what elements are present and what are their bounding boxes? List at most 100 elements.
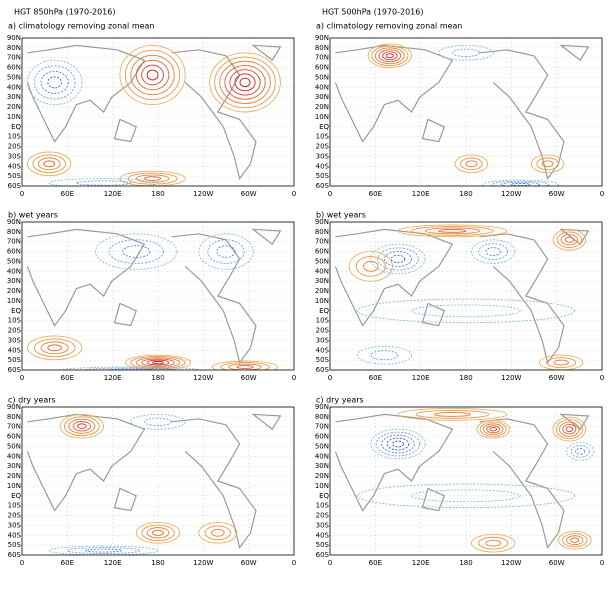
lat-label: 50S	[8, 172, 22, 180]
map-content	[330, 407, 602, 555]
contour	[465, 160, 478, 168]
contour	[211, 360, 279, 370]
contour	[479, 421, 507, 437]
contour	[562, 533, 588, 548]
lat-label: 10S	[316, 502, 330, 510]
lat-label: 10N	[7, 297, 21, 305]
contour	[47, 344, 62, 352]
lat-label: 60N	[315, 64, 329, 72]
lon-label: 180	[151, 374, 164, 382]
coastline	[421, 302, 445, 327]
map-content	[22, 222, 294, 370]
contour	[392, 440, 404, 448]
contour	[135, 521, 181, 544]
contour	[411, 304, 521, 318]
lon-label: 0	[328, 559, 332, 567]
contour	[415, 410, 490, 419]
panel-label: b) wet years	[316, 211, 366, 220]
coastline	[479, 418, 565, 549]
lat-label: 20N	[315, 287, 329, 295]
panel-frame	[329, 37, 603, 187]
lat-label: 40S	[8, 531, 22, 539]
contour	[454, 154, 489, 174]
lat-label: 40S	[316, 162, 330, 170]
lat-label: 60S	[8, 182, 22, 190]
panel-frame	[329, 406, 603, 556]
contour	[122, 245, 151, 258]
contour	[482, 423, 504, 435]
figure-title: HGT 500hPa (1970-2016)	[322, 8, 423, 17]
map-content	[330, 38, 602, 186]
contour	[397, 224, 508, 238]
contour	[411, 225, 494, 236]
contour	[562, 424, 577, 435]
coastline	[421, 487, 445, 512]
contour	[239, 77, 251, 88]
contour	[386, 437, 410, 451]
contour	[198, 233, 254, 270]
contour	[68, 418, 96, 434]
coastline	[113, 302, 137, 327]
lat-label: 10S	[316, 133, 330, 141]
contour	[220, 362, 270, 370]
contour	[94, 233, 178, 270]
contour	[370, 243, 426, 275]
lon-label: 60E	[369, 190, 382, 198]
lon-label: 120E	[412, 190, 430, 198]
lat-label: 50S	[316, 541, 330, 549]
lat-label: 20N	[315, 472, 329, 480]
lat-label: 20N	[7, 472, 21, 480]
contour	[40, 341, 69, 355]
lat-label: 60N	[315, 248, 329, 256]
lat-label: 40N	[315, 267, 329, 275]
contour	[491, 180, 550, 186]
lat-label: 10N	[315, 297, 329, 305]
lon-label: 0	[292, 559, 296, 567]
contour	[363, 261, 379, 272]
contour	[119, 170, 186, 186]
contour	[124, 354, 192, 370]
lat-label: 10S	[8, 133, 22, 141]
lat-label: 80N	[7, 413, 21, 421]
lat-label: 40N	[7, 83, 21, 91]
lon-label: 180	[459, 374, 472, 382]
lat-label: 50N	[315, 257, 329, 265]
contour	[536, 157, 559, 171]
panel-label: c) dry years	[316, 396, 364, 405]
contour	[355, 256, 386, 277]
contour	[546, 357, 577, 368]
lat-label: 30S	[8, 152, 22, 160]
contour	[219, 60, 271, 104]
lat-label: 30N	[7, 277, 21, 285]
coastline	[26, 44, 146, 143]
contour	[371, 45, 409, 67]
contour	[370, 428, 426, 460]
lon-label: 60E	[369, 559, 382, 567]
lat-label: 50N	[7, 442, 21, 450]
contour	[143, 176, 162, 181]
contour	[234, 73, 256, 92]
contour	[211, 528, 225, 537]
contour	[485, 539, 501, 547]
lat-label: 30S	[8, 521, 22, 529]
lon-label: 0	[328, 190, 332, 198]
contour	[207, 239, 245, 264]
contour	[63, 416, 100, 437]
lat-label: 10N	[315, 482, 329, 490]
lat-label: 30N	[7, 93, 21, 101]
lat-label: 80N	[315, 44, 329, 52]
lat-label: 30N	[315, 277, 329, 285]
coastline	[113, 118, 137, 143]
lat-label: 60S	[316, 551, 330, 559]
figure-title: HGT 850hPa (1970-2016)	[14, 8, 115, 17]
lat-label: EQ	[319, 492, 329, 500]
lon-label: 180	[151, 190, 164, 198]
lon-label: 0	[20, 190, 24, 198]
map-content	[22, 407, 294, 555]
contour	[47, 76, 62, 89]
contour	[382, 51, 398, 61]
lat-label: 80N	[315, 413, 329, 421]
